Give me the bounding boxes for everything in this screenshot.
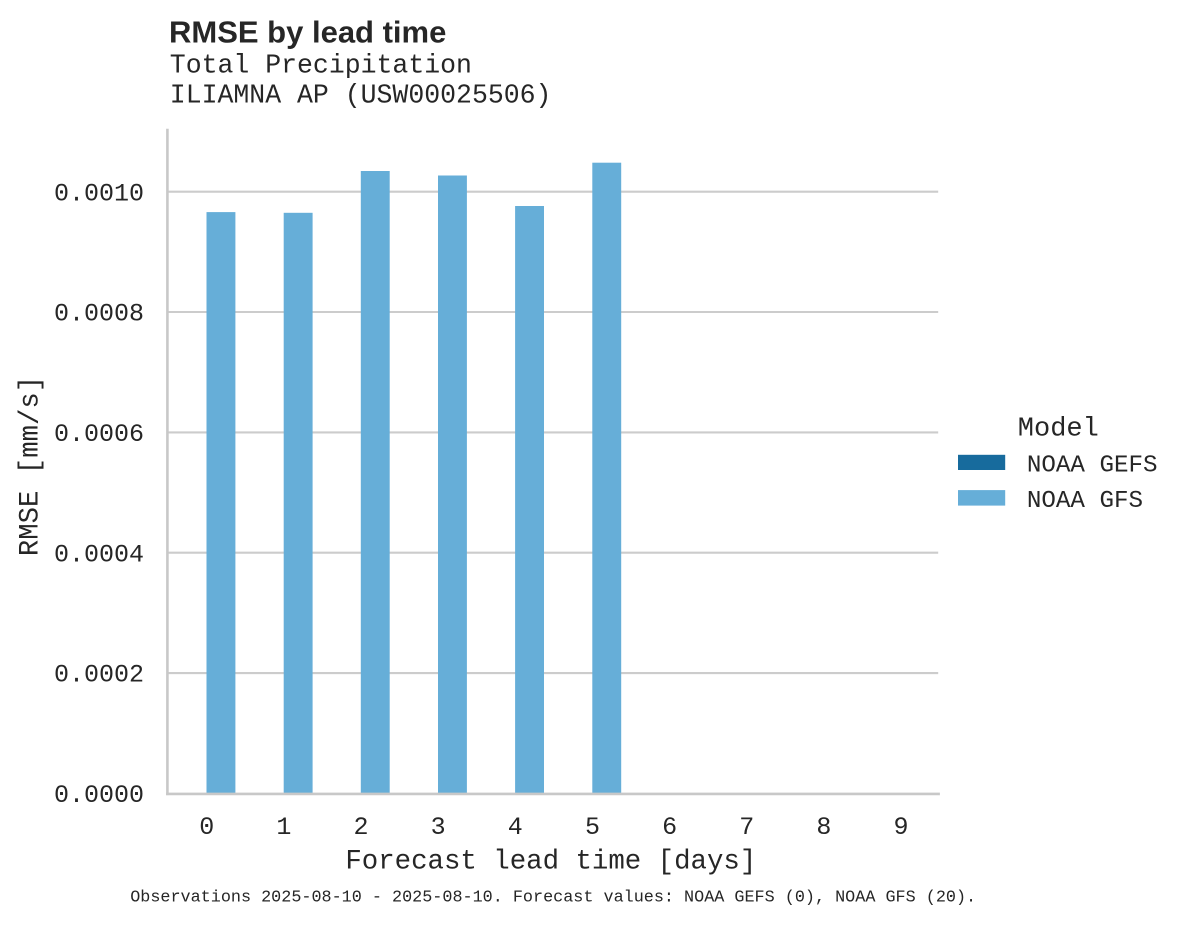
svg-text:0.0010: 0.0010 (54, 179, 144, 208)
svg-text:0.0004: 0.0004 (54, 540, 144, 569)
svg-text:RMSE [mm/s]: RMSE [mm/s] (16, 376, 47, 556)
svg-text:RMSE by lead time: RMSE by lead time (169, 15, 446, 50)
svg-text:Observations 2025-08-10 - 2025: Observations 2025-08-10 - 2025-08-10. Fo… (130, 889, 976, 908)
svg-text:NOAA GFS: NOAA GFS (1027, 488, 1143, 515)
svg-text:5: 5 (585, 813, 600, 842)
svg-text:Model: Model (1018, 415, 1099, 445)
svg-text:0.0006: 0.0006 (54, 420, 144, 449)
svg-text:4: 4 (508, 813, 523, 842)
svg-text:3: 3 (431, 813, 446, 842)
svg-text:8: 8 (816, 813, 831, 842)
svg-text:7: 7 (739, 813, 754, 842)
svg-text:Forecast lead time [days]: Forecast lead time [days] (345, 846, 756, 877)
svg-text:0.0000: 0.0000 (54, 781, 144, 810)
svg-text:1: 1 (276, 813, 291, 842)
svg-text:0: 0 (199, 813, 214, 842)
svg-text:6: 6 (662, 813, 677, 842)
svg-text:0.0008: 0.0008 (54, 300, 144, 329)
svg-text:9: 9 (893, 813, 908, 842)
svg-text:2: 2 (353, 813, 368, 842)
svg-text:ILIAMNA AP (USW00025506): ILIAMNA AP (USW00025506) (170, 80, 552, 110)
svg-text:NOAA GEFS: NOAA GEFS (1027, 453, 1158, 480)
svg-text:0.0002: 0.0002 (54, 661, 144, 690)
svg-text:Total Precipitation: Total Precipitation (170, 51, 472, 81)
